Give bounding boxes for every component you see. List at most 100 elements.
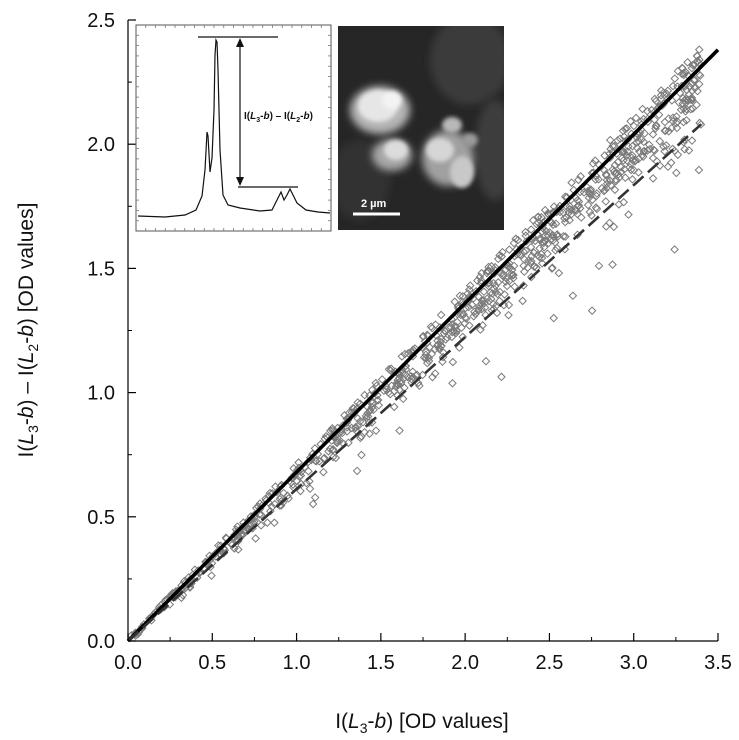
scatter-point [455,291,465,301]
scatter-point [631,155,641,165]
scatter-point [599,186,609,196]
scatter-point [670,245,679,254]
scatter-point [428,372,437,382]
scatter-point [631,113,641,123]
scatter-point [573,201,583,211]
scatter-point [519,267,529,277]
scatter-point [477,296,487,305]
scatter-point [452,317,462,327]
scatter-point [389,402,399,412]
scatter-point [592,191,601,201]
scatter-point [587,211,596,220]
scatter-point [687,136,697,145]
scatter-point [672,118,681,128]
scatter-point [470,307,479,317]
scatter-point [632,143,642,153]
scatter-point [585,207,595,217]
scatter-point [373,395,383,405]
scatter-point [524,256,533,266]
x-tick-label: 1.0 [283,652,311,674]
x-tick-label: 2.5 [536,652,564,674]
scatter-point [639,137,649,147]
scatter-point [319,467,328,477]
scatter-point [256,521,266,530]
scatter-point [356,431,366,441]
y-tick-label: 1.0 [87,383,115,405]
scatter-point [415,381,424,391]
scatter-point [266,506,275,516]
scatter-point [583,200,593,210]
scatter-point [616,162,626,172]
scatter-point [648,130,658,139]
scatter-point [331,453,341,463]
scatter-point [679,104,689,113]
y-tick-label: 0.5 [87,507,115,529]
scatter-point [484,262,493,272]
scatter-point [681,107,690,116]
scatter-point [275,501,285,510]
scatter-point [393,380,403,390]
scatter-point [530,236,540,246]
scatter-point [601,197,611,206]
scatter-point [283,491,292,501]
scatter-point [467,300,477,310]
scatter-point [497,252,506,261]
scatter-point [365,429,374,439]
scatter-point [626,165,636,175]
scatter-point [267,502,277,512]
scatter-point [533,212,542,222]
scatter-point [450,297,460,307]
scatter-point [613,136,622,145]
scatter-point [509,270,518,280]
scatter-point [351,422,361,432]
scatter-point [382,385,391,394]
scatter-point [450,326,459,336]
scatter-point [493,289,502,299]
scatter-point [353,398,363,407]
scatter-point [683,57,692,67]
scatter-point [610,141,619,151]
y-tick-label: 2.5 [87,10,115,32]
scatter-point [695,55,704,65]
scatter-point [588,195,597,205]
scatter-point [241,525,251,535]
scatter-point [493,278,503,287]
scatter-point [628,175,637,184]
inset-spectrum-ticks [136,25,331,231]
scatter-point [668,117,678,126]
scatter-point [519,281,528,290]
annotation-arrow-down-icon [236,177,244,186]
scatter-point [305,484,315,494]
scatter-point [529,248,539,258]
scatter-point [463,289,473,298]
solid-fit-line [126,48,720,643]
scatter-point [526,242,536,252]
scatter-point [367,402,377,412]
scatter-point [592,189,602,198]
scatter-point [554,268,564,278]
scatter-point [695,71,705,80]
y-tick-label: 1.5 [87,258,115,280]
scatter-point [365,405,375,415]
scatter-point [436,337,445,347]
scatter-point [629,121,639,131]
scatter-point [538,237,547,247]
scatter-point [687,63,697,73]
scatter-point [548,220,558,230]
scatter-point [649,145,658,155]
scatter-point [587,306,597,315]
scatter-point [302,478,311,488]
scatter-point [355,417,365,426]
scatter-point [608,260,617,269]
scatter-point [639,147,649,157]
fit-lines [126,48,720,643]
scatter-point [510,282,519,291]
scatter-point [692,100,701,110]
scatter-point [251,534,260,543]
scatter-point [430,369,440,378]
scatter-point [279,488,289,498]
scatter-point [682,116,691,125]
scatter-point [651,121,661,131]
scatter-point [496,269,506,279]
